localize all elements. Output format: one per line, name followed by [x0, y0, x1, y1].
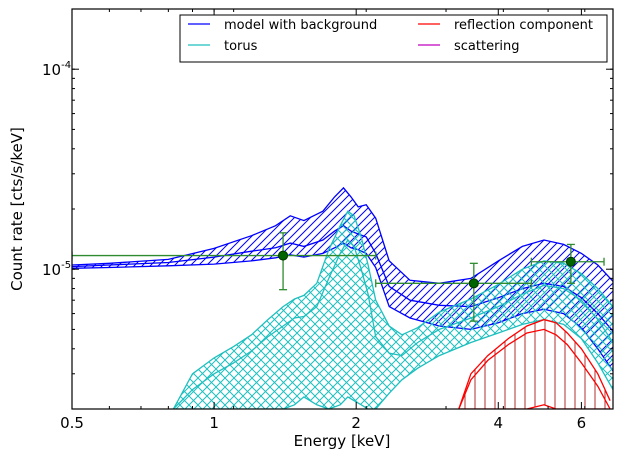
legend-label: model with background: [224, 18, 377, 33]
torus-lower-line: [173, 318, 613, 409]
torus-band: [173, 211, 613, 409]
legend-label: scattering: [454, 39, 520, 54]
y-axis-label: Count rate [cts/s/keV]: [8, 127, 26, 291]
reflection-component-upper-line: [458, 318, 611, 409]
legend: model with background reflection componen…: [179, 14, 608, 63]
model-with-background-upper-line: [72, 186, 613, 284]
reflection-component-lower-line: [458, 404, 611, 409]
legend-label: torus: [224, 39, 258, 54]
x-tick-label: 6: [577, 414, 587, 432]
y-tick-label: 10-5: [42, 260, 71, 279]
data-point: [565, 256, 576, 267]
data-point: [468, 278, 479, 289]
y-tick-label: 10-4: [42, 60, 71, 79]
y-axis: 10-5 10-4: [42, 8, 613, 410]
data-point: [278, 250, 289, 261]
legend-label: reflection component: [454, 18, 593, 33]
data-points: [72, 232, 605, 322]
legend-box: [179, 14, 608, 63]
reflection-component-band: [458, 319, 611, 409]
x-axis-label: Energy [keV]: [294, 432, 391, 450]
torus-upper-line: [172, 210, 613, 409]
x-tick-label: 1: [209, 414, 219, 432]
torus-center-line: [172, 238, 613, 409]
x-tick-label: 4: [494, 414, 504, 432]
model-bands: [72, 186, 613, 409]
x-tick-label: 0.5: [60, 414, 84, 432]
reflection-component-center-line: [458, 328, 611, 409]
x-tick-label: 2: [351, 414, 361, 432]
